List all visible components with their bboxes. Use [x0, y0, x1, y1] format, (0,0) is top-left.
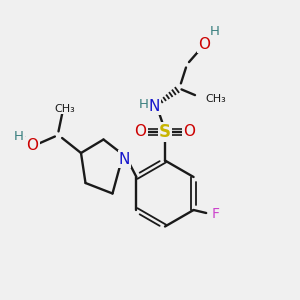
Text: H: H	[210, 25, 219, 38]
Text: CH₃: CH₃	[205, 94, 226, 104]
Text: CH₃: CH₃	[54, 103, 75, 114]
Text: N: N	[119, 152, 130, 166]
Text: F: F	[211, 208, 219, 221]
Text: O: O	[134, 124, 146, 140]
Text: N: N	[149, 99, 160, 114]
Text: O: O	[198, 37, 210, 52]
Text: H: H	[14, 130, 23, 143]
Text: S: S	[159, 123, 171, 141]
Text: O: O	[26, 138, 38, 153]
Text: O: O	[184, 124, 196, 140]
Text: H: H	[139, 98, 148, 112]
